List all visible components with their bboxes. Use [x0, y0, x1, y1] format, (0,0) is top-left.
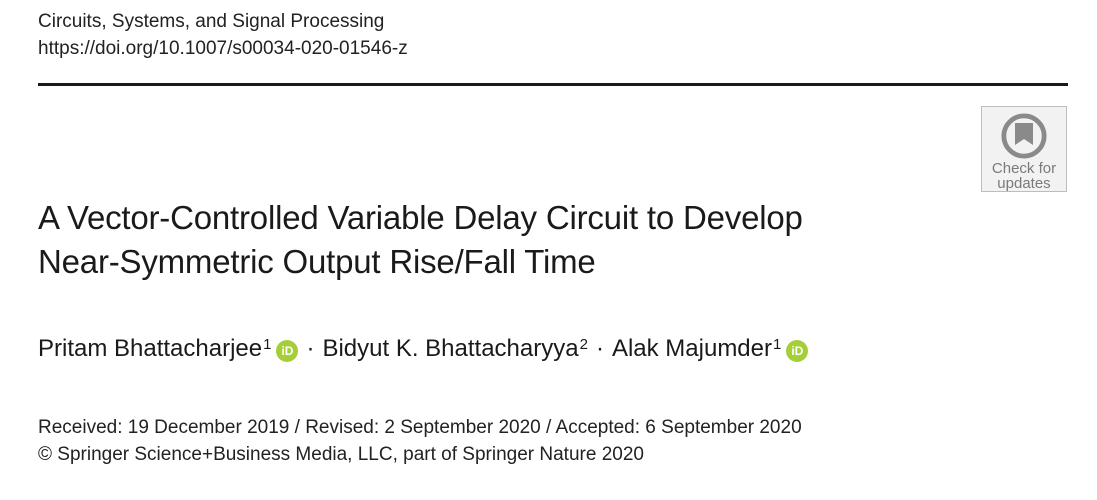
author-affiliation-marker: 2	[579, 336, 588, 353]
author-separator: ·	[306, 335, 315, 362]
author-affiliation-marker: 1	[263, 336, 272, 353]
check-for-updates-icon	[1001, 113, 1047, 159]
orcid-icon[interactable]: iD	[786, 340, 809, 362]
paper-title: A Vector-Controlled Variable Delay Circu…	[38, 196, 803, 284]
journal-name: Circuits, Systems, and Signal Processing	[38, 11, 385, 32]
author-affiliation-marker: 1	[773, 336, 782, 353]
orcid-icon[interactable]: iD	[276, 340, 299, 362]
author-separator: ·	[595, 335, 604, 362]
author-name[interactable]: Alak Majumder	[611, 335, 772, 362]
submission-history: Received: 19 December 2019 / Revised: 2 …	[38, 417, 802, 438]
author-list: Pritam Bhattacharjee 1 iD · Bidyut K. Bhat…	[38, 332, 809, 366]
check-for-updates-label: Check for updates	[991, 160, 1057, 192]
paper-title-line-2: Near-Symmetric Output Rise/Fall Time	[38, 243, 596, 280]
check-for-updates-button[interactable]: Check for updates	[981, 106, 1067, 192]
author-name[interactable]: Bidyut K. Bhattacharyya	[322, 335, 579, 362]
publication-dates: Received: 19 December 2019 / Revised: 2 …	[38, 414, 802, 468]
copyright-notice: © Springer Science+Business Media, LLC, …	[38, 444, 644, 465]
journal-info: Circuits, Systems, and Signal Processing…	[38, 8, 408, 62]
author-name[interactable]: Pritam Bhattacharjee	[38, 335, 263, 362]
doi-link[interactable]: https://doi.org/10.1007/s00034-020-01546…	[38, 38, 408, 59]
header-divider	[38, 83, 1068, 86]
paper-title-line-1: A Vector-Controlled Variable Delay Circu…	[38, 199, 803, 236]
